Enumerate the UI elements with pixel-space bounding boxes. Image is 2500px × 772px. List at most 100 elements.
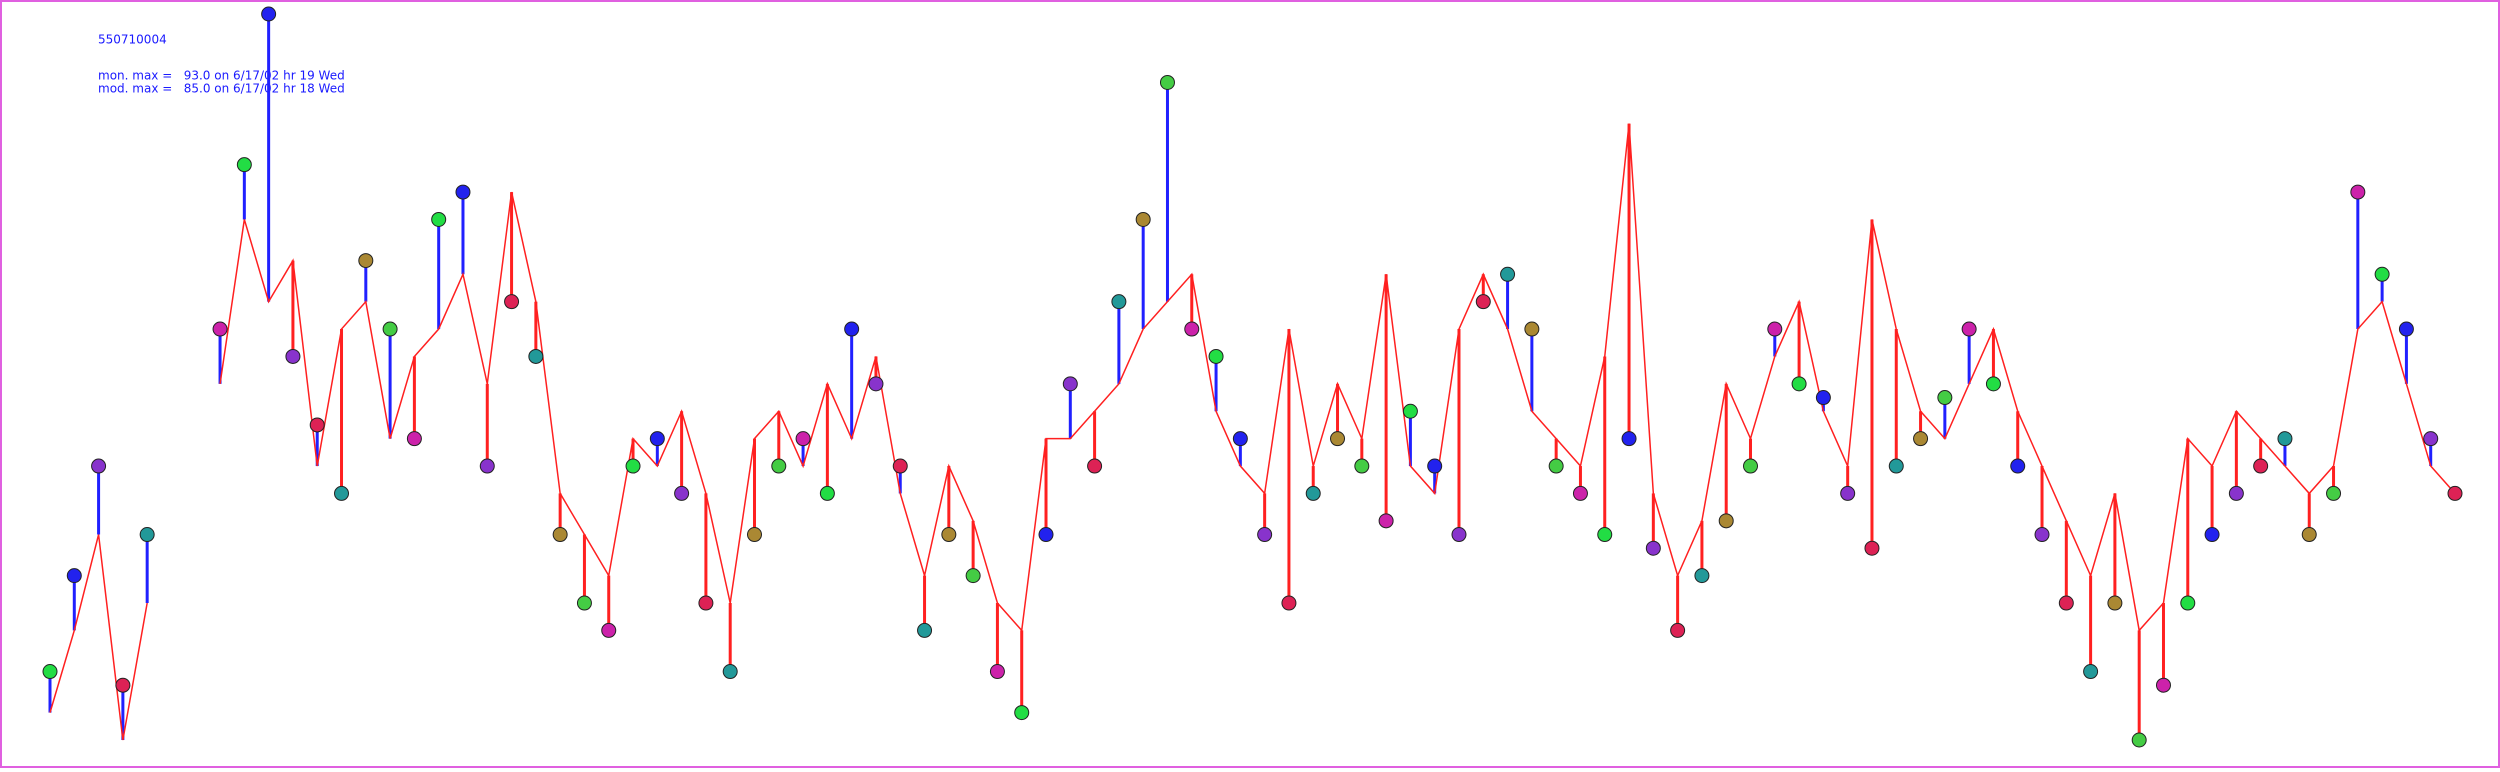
monitor-point bbox=[2083, 664, 2099, 680]
monitor-point bbox=[1135, 211, 1151, 227]
monitor-point bbox=[917, 622, 933, 638]
monitor-point bbox=[1038, 527, 1054, 543]
monitor-point bbox=[2447, 485, 2463, 501]
monitor-point bbox=[2058, 595, 2074, 611]
monitor-point bbox=[1208, 348, 1224, 364]
monitor-point bbox=[2277, 431, 2293, 447]
monitor-point bbox=[1694, 568, 1710, 584]
monitor-point bbox=[892, 458, 908, 474]
monitor-point bbox=[771, 458, 787, 474]
monitor-point bbox=[1232, 431, 1248, 447]
monitor-point bbox=[1621, 431, 1637, 447]
monitor-point bbox=[1961, 321, 1977, 337]
monitor-point bbox=[2180, 595, 2196, 611]
monitor-point bbox=[1548, 458, 1564, 474]
monitor-point bbox=[552, 527, 568, 543]
monitor-point bbox=[1500, 266, 1516, 282]
monitor-point bbox=[941, 527, 957, 543]
monitor-point bbox=[698, 595, 714, 611]
monitor-point bbox=[358, 253, 374, 269]
monitor-point bbox=[1767, 321, 1783, 337]
monitor-point bbox=[989, 664, 1005, 680]
monitor-point bbox=[1062, 376, 1078, 392]
monitor-point bbox=[212, 321, 228, 337]
monitor-point bbox=[455, 184, 471, 200]
monitor-point bbox=[2350, 184, 2366, 200]
monitor-point bbox=[1670, 622, 1686, 638]
monitor-point bbox=[1572, 485, 1588, 501]
monitor-point bbox=[1888, 458, 1904, 474]
monitor-point bbox=[1451, 527, 1467, 543]
monitor-point bbox=[1645, 540, 1661, 556]
monitor-point bbox=[2131, 732, 2147, 748]
mon-max-note: mon. max = 93.0 on 6/17/02 hr 19 Wed bbox=[98, 69, 345, 83]
monitor-point bbox=[625, 458, 641, 474]
monitor-point bbox=[2253, 458, 2269, 474]
monitor-point bbox=[42, 664, 58, 680]
monitor-point bbox=[2398, 321, 2414, 337]
monitor-point bbox=[649, 431, 665, 447]
monitor-point bbox=[334, 485, 350, 501]
monitor-point bbox=[66, 568, 82, 584]
monitor-point bbox=[1718, 513, 1734, 529]
monitor-point bbox=[528, 348, 544, 364]
monitor-point bbox=[139, 527, 155, 543]
monitor-point bbox=[2301, 527, 2317, 543]
monitor-point bbox=[115, 677, 131, 693]
monitor-point bbox=[819, 485, 835, 501]
monitor-point bbox=[965, 568, 981, 584]
model-line bbox=[219, 123, 2456, 633]
monitor-point bbox=[2010, 458, 2026, 474]
monitor-point bbox=[674, 485, 690, 501]
monitor-point bbox=[406, 431, 422, 447]
monitor-point bbox=[844, 321, 860, 337]
monitor-point bbox=[382, 321, 398, 337]
monitor-point bbox=[1378, 513, 1394, 529]
monitor-point bbox=[1330, 431, 1346, 447]
monitor-point bbox=[236, 157, 252, 173]
monitor-point bbox=[795, 431, 811, 447]
monitor-point bbox=[1475, 294, 1491, 310]
monitor-point bbox=[431, 211, 447, 227]
monitor-point bbox=[2423, 431, 2439, 447]
monitor-point bbox=[1159, 74, 1175, 90]
monitor-point bbox=[1985, 376, 2001, 392]
monitor-point bbox=[1937, 390, 1953, 406]
monitor-point bbox=[2107, 595, 2123, 611]
monitor-point bbox=[1597, 527, 1613, 543]
monitor-point bbox=[2326, 485, 2342, 501]
monitor-point bbox=[722, 664, 738, 680]
monitor-point bbox=[1014, 705, 1030, 721]
monitor-point bbox=[504, 294, 520, 310]
monitor-point bbox=[576, 595, 592, 611]
monitor-point bbox=[2374, 266, 2390, 282]
monitor-point bbox=[309, 417, 325, 433]
monitor-point bbox=[1815, 390, 1831, 406]
model-line bbox=[49, 534, 148, 741]
monitor-point bbox=[285, 348, 301, 364]
monitor-point bbox=[1524, 321, 1540, 337]
monitor-point bbox=[1791, 376, 1807, 392]
monitor-point bbox=[2228, 485, 2244, 501]
monitor-point bbox=[868, 376, 884, 392]
monitor-point bbox=[746, 527, 762, 543]
monitor-point bbox=[1354, 458, 1370, 474]
monitor-point bbox=[1402, 403, 1418, 419]
monitor-point bbox=[2034, 527, 2050, 543]
monitor-point bbox=[2204, 527, 2220, 543]
monitor-point bbox=[1305, 485, 1321, 501]
site-id: 550710004 bbox=[98, 33, 167, 47]
monitor-point bbox=[1743, 458, 1759, 474]
monitor-point bbox=[1184, 321, 1200, 337]
monitor-point bbox=[1281, 595, 1297, 611]
monitor-point bbox=[1840, 485, 1856, 501]
monitor-point bbox=[601, 622, 617, 638]
monitor-point bbox=[1864, 540, 1880, 556]
monitor-point bbox=[1257, 527, 1273, 543]
monitor-point bbox=[2155, 677, 2171, 693]
mod-max-note: mod. max = 85.0 on 6/17/02 hr 18 Wed bbox=[98, 82, 345, 96]
monitor-point bbox=[479, 458, 495, 474]
